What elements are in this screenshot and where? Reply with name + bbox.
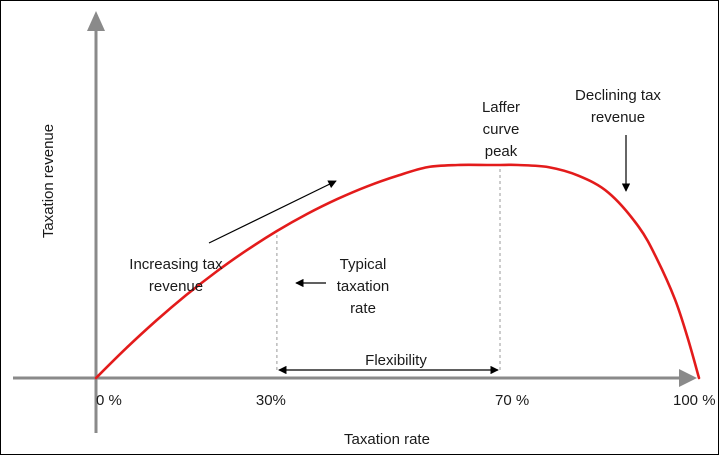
x-axis-arrowhead [679, 369, 697, 387]
x-axis-title: Taxation rate [344, 431, 430, 448]
x-tick-label: 0 % [96, 392, 122, 409]
declining-revenue-label-line-1: Declining tax [575, 87, 661, 104]
peak-label-line-1: Laffer [482, 99, 520, 116]
x-tick-label: 70 % [495, 392, 529, 409]
y-axis-title: Taxation revenue [40, 124, 57, 238]
x-tick-label: 30% [256, 392, 286, 409]
x-tick-labels: 0 % 30% 70 % 100 % [96, 392, 716, 409]
declining-revenue-label-line-2: revenue [591, 109, 645, 126]
increasing-revenue-arrow [208, 180, 337, 244]
increasing-revenue-label-line-1: Increasing tax [129, 256, 223, 273]
peak-label-line-3: peak [485, 143, 518, 160]
peak-label-line-2: curve [483, 121, 520, 138]
x-tick-label: 100 % [673, 392, 716, 409]
laffer-curve-line [94, 163, 701, 380]
y-axis-arrowhead [87, 11, 105, 31]
increasing-revenue-label-line-2: revenue [149, 278, 203, 295]
flexibility-label: Flexibility [365, 352, 427, 369]
typical-rate-label-line-3: rate [350, 300, 376, 317]
typical-rate-label-line-1: Typical [340, 256, 387, 273]
typical-rate-label-line-2: taxation [337, 278, 390, 295]
